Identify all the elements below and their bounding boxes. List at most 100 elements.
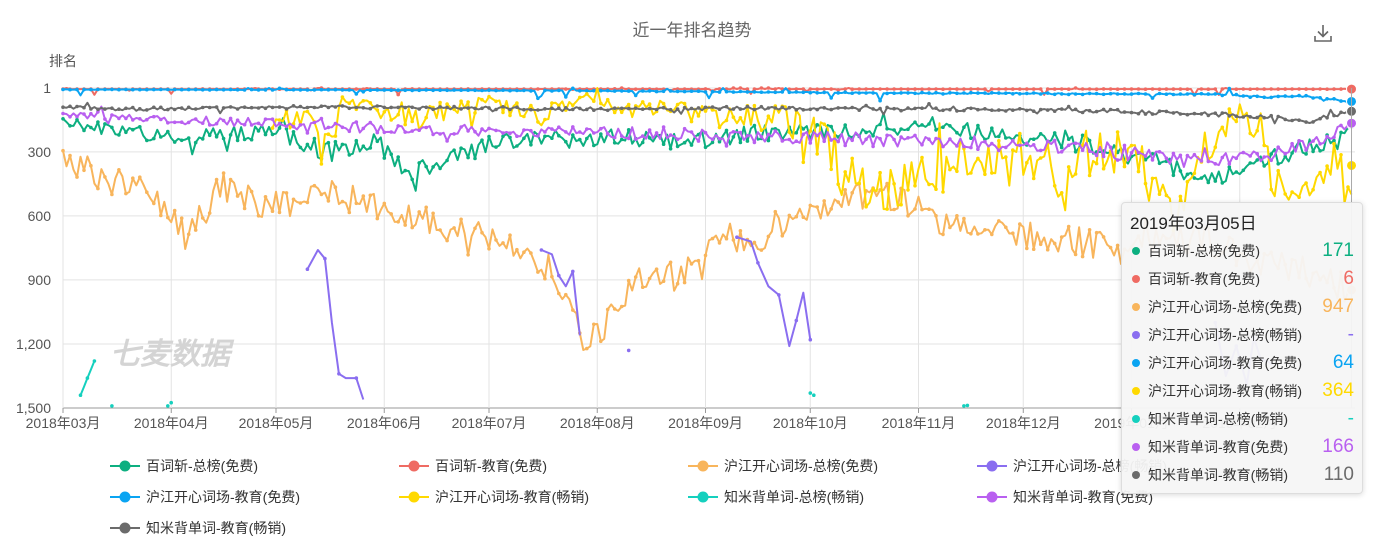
data-point (382, 156, 387, 160)
data-point (1332, 135, 1336, 140)
data-point (375, 108, 380, 112)
legend-item[interactable]: 百词斩-教育(免费) (399, 455, 547, 477)
data-point (1318, 142, 1322, 146)
data-point (619, 89, 624, 93)
data-point (193, 107, 198, 111)
download-icon[interactable] (1312, 22, 1334, 44)
data-point (319, 104, 324, 108)
data-point (1136, 169, 1141, 174)
data-point (117, 107, 121, 111)
x-tick-label: 2018年07月 (452, 415, 527, 431)
legend-label: 百词斩-总榜(免费) (146, 458, 258, 474)
data-point (1136, 87, 1141, 91)
series-9 (61, 101, 1358, 125)
data-point (1290, 141, 1294, 146)
data-point (710, 140, 715, 145)
data-point (382, 88, 387, 92)
data-point (68, 104, 72, 109)
data-point (1339, 110, 1343, 115)
data-point (256, 121, 261, 126)
data-point (927, 87, 931, 91)
legend-item[interactable]: 沪江开心词场-总榜(免费) (688, 455, 878, 477)
legend-item[interactable]: 知米背单词-总榜(畅销) (688, 486, 864, 508)
data-point (724, 89, 729, 94)
data-point (347, 88, 352, 92)
data-point (1136, 111, 1141, 116)
data-point (780, 234, 785, 238)
data-point (934, 136, 938, 141)
data-point (138, 175, 142, 179)
data-point (431, 107, 435, 112)
data-point (159, 117, 163, 122)
data-point (340, 142, 345, 147)
legend-item[interactable]: 沪江开心词场-教育(免费) (110, 486, 300, 508)
tooltip-dot (1132, 415, 1140, 423)
data-point (515, 105, 519, 109)
data-point (291, 130, 296, 134)
data-point (515, 88, 519, 93)
data-point (955, 87, 959, 91)
data-point (578, 137, 582, 142)
data-point (571, 107, 575, 112)
legend-item[interactable]: 百词斩-总榜(免费) (110, 455, 258, 477)
data-point (1213, 92, 1218, 96)
data-point (962, 216, 966, 221)
data-point (585, 89, 589, 93)
data-point (578, 95, 582, 100)
data-point (808, 87, 813, 91)
data-point (410, 105, 415, 110)
data-point (1297, 118, 1301, 122)
data-point (124, 87, 128, 92)
tooltip-row: 沪江开心词场-教育(畅销) 364 (1130, 377, 1354, 405)
data-point (941, 190, 945, 194)
data-point (459, 217, 463, 222)
watermark: 七麦数据 (110, 338, 235, 371)
legend-item[interactable]: 知米背单词-教育(免费) (977, 486, 1153, 508)
data-point (599, 106, 603, 111)
data-point (857, 181, 861, 185)
data-point (1004, 91, 1008, 95)
data-point (885, 126, 889, 131)
data-point (1031, 87, 1036, 91)
data-point (864, 130, 868, 135)
data-point (1025, 160, 1029, 165)
data-point (557, 106, 561, 110)
data-point (487, 106, 491, 110)
data-point (543, 134, 547, 139)
data-point (885, 91, 889, 96)
data-point (557, 125, 561, 129)
data-point (354, 105, 359, 110)
data-point (110, 404, 114, 408)
data-point (850, 105, 854, 110)
data-point (640, 140, 645, 145)
data-point (962, 404, 966, 408)
legend-item[interactable]: 沪江开心词场-教育(畅销) (399, 486, 589, 508)
data-point (934, 128, 938, 132)
data-point (892, 87, 896, 91)
data-point (1241, 87, 1246, 91)
data-point (291, 124, 296, 129)
data-point (920, 207, 924, 212)
data-point (61, 105, 65, 109)
data-point (1171, 87, 1176, 91)
data-point (682, 101, 687, 106)
data-point (1157, 109, 1162, 113)
series-line (62, 105, 1353, 168)
legend-item[interactable]: 知米背单词-教育(畅销) (110, 517, 286, 539)
data-point (480, 97, 484, 102)
data-point (361, 194, 366, 198)
data-point (368, 88, 373, 92)
data-point (179, 138, 184, 143)
data-point (1129, 87, 1134, 91)
data-point (836, 91, 840, 95)
data-point (1011, 231, 1015, 235)
data-point (934, 87, 938, 91)
data-point (242, 122, 247, 127)
data-point (1346, 185, 1350, 189)
y-tick-label: 1 (43, 80, 51, 96)
data-point (724, 118, 729, 123)
data-point (508, 131, 512, 135)
x-tick-label: 2018年04月 (134, 415, 209, 431)
data-point (1129, 143, 1134, 148)
data-point (480, 138, 484, 142)
